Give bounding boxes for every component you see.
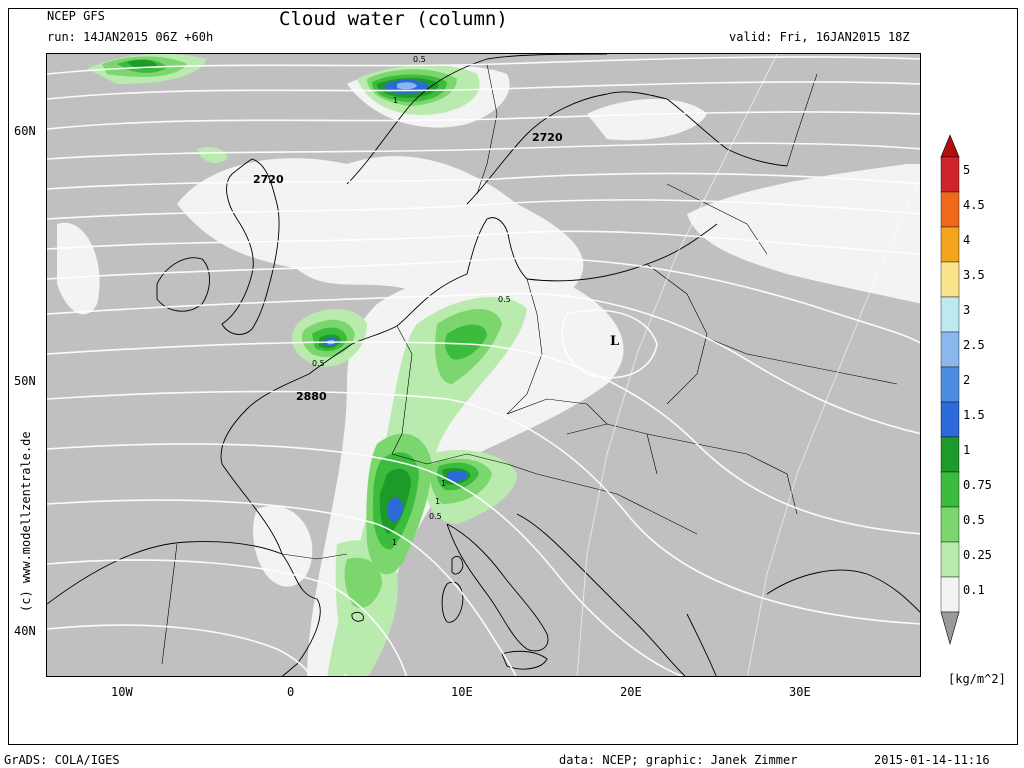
colorbar-level-label: 5 xyxy=(963,163,971,177)
border-spain-portugal xyxy=(161,543,178,665)
height-contours xyxy=(47,56,920,676)
coast-denmark xyxy=(466,217,528,280)
light-area-baltic xyxy=(587,99,707,141)
coast-black-sea xyxy=(766,569,920,613)
page-title: Cloud water (column) xyxy=(279,8,508,30)
blue-north-italy xyxy=(447,470,468,482)
lon-label-0: 0 xyxy=(287,685,295,699)
coast-great-britain xyxy=(221,158,280,335)
run-info: run: 14JAN2015 06Z +60h xyxy=(47,30,214,44)
border-balkans xyxy=(536,473,698,535)
contour-label-2880: 2880 xyxy=(296,390,327,403)
coast-balearic xyxy=(351,611,364,622)
coast-greece xyxy=(686,613,717,676)
coast-adriatic-east xyxy=(516,513,686,676)
coastlines xyxy=(47,54,920,676)
cloud-label-1-italy: 1 xyxy=(435,497,441,506)
coast-baltic-south xyxy=(526,223,718,282)
border-poland-east xyxy=(646,263,708,405)
cloud-band-25 xyxy=(327,82,417,345)
coast-norway xyxy=(346,54,608,185)
border-baltics xyxy=(666,183,768,255)
coast-france-north xyxy=(308,325,398,375)
colorbar-level-label: 3.5 xyxy=(963,268,985,282)
cloud-label-05-italy: 0.5 xyxy=(429,512,442,521)
lon-label-20e: 20E xyxy=(620,685,642,699)
colorbar-level-label: 0.5 xyxy=(963,513,985,527)
border-france-spain xyxy=(281,553,348,560)
coast-ireland xyxy=(156,257,210,312)
figure-frame xyxy=(8,8,1018,745)
light-area-west xyxy=(57,222,100,315)
lon-label-10w: 10W xyxy=(111,685,133,699)
colorbar-level-label: 4 xyxy=(963,233,971,247)
coast-sardinia xyxy=(441,581,464,623)
lon-label-30e: 30E xyxy=(789,685,811,699)
coast-sweden xyxy=(466,91,668,205)
coast-finland xyxy=(666,98,788,167)
footer-software: GrADS: COLA/IGES xyxy=(4,753,120,767)
colorbar-level-label: 1 xyxy=(963,443,971,457)
border-czech xyxy=(506,398,608,425)
cloud-water-map: 2720 2720 2880 0.5 0.5 0.5 0.5 1 1 1 1 L xyxy=(46,53,921,677)
light-area-north-sea xyxy=(177,156,584,306)
cloud-label-1-scandinavia: 1 xyxy=(393,96,399,105)
border-alps xyxy=(391,453,538,475)
light-area-northeast xyxy=(687,164,920,304)
border-france-germany xyxy=(391,325,413,455)
colorbar-level-label: 0.25 xyxy=(963,548,992,562)
watermark: (c) www.modellzentrale.de xyxy=(19,431,33,612)
country-borders xyxy=(161,63,898,665)
coast-corsica xyxy=(451,555,464,575)
contour-label-2720-west: 2720 xyxy=(253,173,284,186)
lat-label-50n: 50N xyxy=(14,374,36,388)
cloud-label-05-central: 0.5 xyxy=(498,295,511,304)
colorbar-level-label: 2.5 xyxy=(963,338,985,352)
pale-green-small-blob xyxy=(197,147,227,163)
border-hungary xyxy=(566,423,658,475)
colorbar-level-label: 0.75 xyxy=(963,478,992,492)
green-central xyxy=(444,324,487,360)
coast-italy xyxy=(446,523,549,652)
blue-rhone-alps xyxy=(387,497,403,522)
lat-label-60n: 60N xyxy=(14,124,36,138)
coast-iberia xyxy=(47,541,321,676)
cloud-label-1-alps: 1 xyxy=(441,479,447,488)
low-pressure-marker: L xyxy=(610,334,620,349)
colorbar-level-label: 1.5 xyxy=(963,408,985,422)
cloud-label-1-rhone: 1 xyxy=(392,538,398,547)
colorbar-level-label: 2 xyxy=(963,373,971,387)
colorbar-unit: [kg/m^2] xyxy=(948,672,1006,686)
valid-time: valid: Fri, 16JAN2015 18Z xyxy=(729,30,910,44)
colorbar-level-label: 4.5 xyxy=(963,198,985,212)
footer-timestamp: 2015-01-14-11:16 xyxy=(874,753,990,767)
lon-label-10e: 10E xyxy=(451,685,473,699)
model-name: NCEP GFS xyxy=(47,9,105,23)
coast-sicily xyxy=(501,650,548,670)
border-romania xyxy=(646,433,798,515)
light-blue-scandinavia xyxy=(397,82,417,90)
contour-label-2720-east: 2720 xyxy=(532,131,563,144)
colorbar-level-label: 3 xyxy=(963,303,971,317)
lat-label-40n: 40N xyxy=(14,624,36,638)
border-finland-russia xyxy=(786,73,818,167)
coast-low-countries xyxy=(396,273,468,327)
border-belarus-ukraine xyxy=(696,333,898,385)
footer-credits: data: NCEP; graphic: Janek Zimmer xyxy=(559,753,798,767)
border-germany-east xyxy=(506,278,543,415)
mid-green-mediterranean xyxy=(344,557,382,608)
colorbar-level-label: 0.1 xyxy=(963,583,985,597)
cloud-label-05-low-countries: 0.5 xyxy=(312,359,325,368)
cloud-label-05-scandinavia: 0.5 xyxy=(413,55,426,64)
graticule-lines xyxy=(576,54,920,676)
